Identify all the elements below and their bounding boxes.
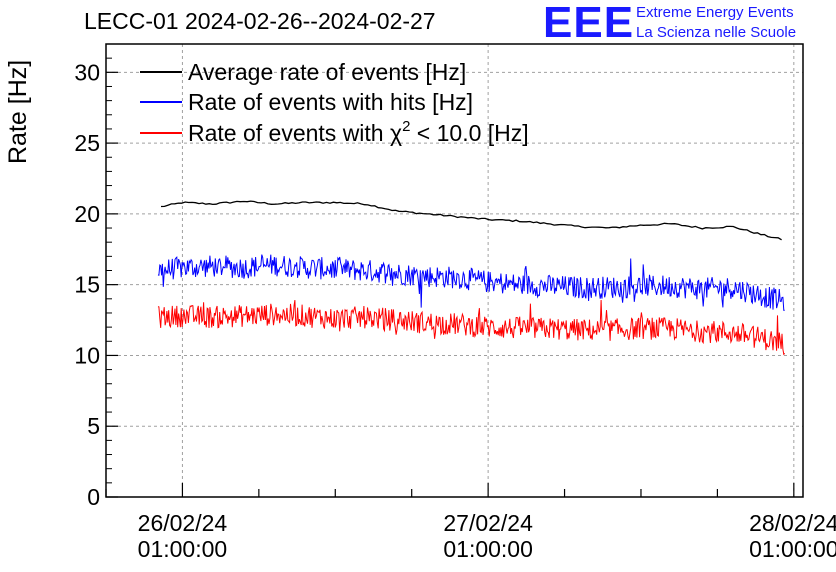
y-tick-label: 10 (74, 342, 100, 368)
x-tick-date: 26/02/24 (138, 510, 228, 536)
x-tick-time: 01:00:00 (749, 536, 836, 562)
legend: Average rate of events [Hz] Rate of event… (140, 59, 529, 146)
grid (106, 44, 803, 497)
legend-label-0: Average rate of events [Hz] (188, 59, 466, 85)
x-tick-time: 01:00:00 (138, 536, 228, 562)
eee-logo: EEE (543, 0, 635, 47)
axes: 05101520253026/02/2401:00:0027/02/2401:0… (74, 43, 836, 562)
y-tick-label: 15 (74, 272, 100, 298)
x-tick-date: 28/02/24 (749, 510, 836, 536)
y-tick-label: 5 (87, 413, 100, 439)
series-line-0 (160, 200, 782, 241)
chart-title: LECC-01 2024-02-26--2024-02-27 (84, 8, 436, 34)
logo-line-1: Extreme Energy Events (636, 4, 794, 21)
series-line-2 (157, 299, 786, 356)
legend-label-2: Rate of events with χ2 < 10.0 [Hz] (188, 118, 529, 146)
y-tick-label: 20 (74, 201, 100, 227)
y-axis-label: Rate [Hz] (4, 59, 32, 164)
logo-line-2: La Scienza nelle Scuole (636, 24, 797, 41)
y-tick-label: 25 (74, 130, 100, 156)
x-tick-time: 01:00:00 (443, 536, 533, 562)
series-line-1 (157, 254, 785, 311)
x-tick-date: 27/02/24 (443, 510, 533, 536)
legend-label-1: Rate of events with hits [Hz] (188, 89, 473, 115)
y-tick-label: 30 (74, 59, 100, 85)
series (157, 200, 786, 356)
y-tick-label: 0 (87, 484, 100, 510)
